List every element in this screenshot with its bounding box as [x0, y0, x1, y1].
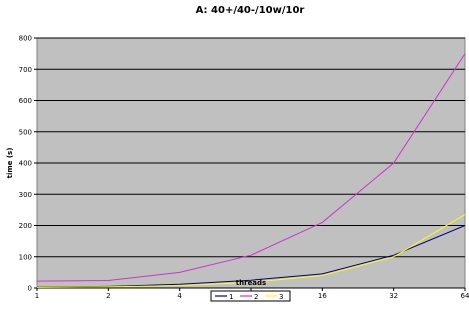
y-tick-label: 0: [28, 285, 32, 293]
x-tick-label: 2: [106, 292, 110, 300]
y-tick-label: 300: [19, 191, 32, 199]
y-tick-labels: 0 100 200 300 400 500 600 700 800: [19, 35, 32, 293]
legend-label-1: 1: [229, 293, 233, 301]
x-tick-label: 16: [318, 292, 327, 300]
y-tick-label: 800: [19, 35, 32, 43]
series-lines: [36, 53, 466, 288]
y-tick-label: 200: [19, 222, 32, 230]
legend-label-2: 2: [254, 293, 258, 301]
x-tick-label: 4: [177, 292, 182, 300]
x-tick-label: 64: [461, 292, 469, 300]
y-tick-label: 700: [19, 66, 32, 74]
y-tick-label: 500: [19, 128, 32, 136]
y-tick-label: 400: [19, 160, 32, 168]
legend-label-3: 3: [279, 293, 283, 301]
x-axis-title: threads: [236, 279, 266, 287]
legend: 1 2 3: [210, 290, 291, 302]
chart-title: A: 40+/40-/10w/10r: [196, 5, 305, 16]
series-line-3: [36, 214, 466, 288]
y-axis-title: time (s): [6, 148, 14, 179]
x-tick-label: 1: [35, 292, 39, 300]
y-tick-label: 600: [19, 97, 32, 105]
y-tick-label: 100: [19, 253, 32, 261]
x-tick-label: 32: [389, 292, 398, 300]
series-line-2: [36, 53, 466, 282]
